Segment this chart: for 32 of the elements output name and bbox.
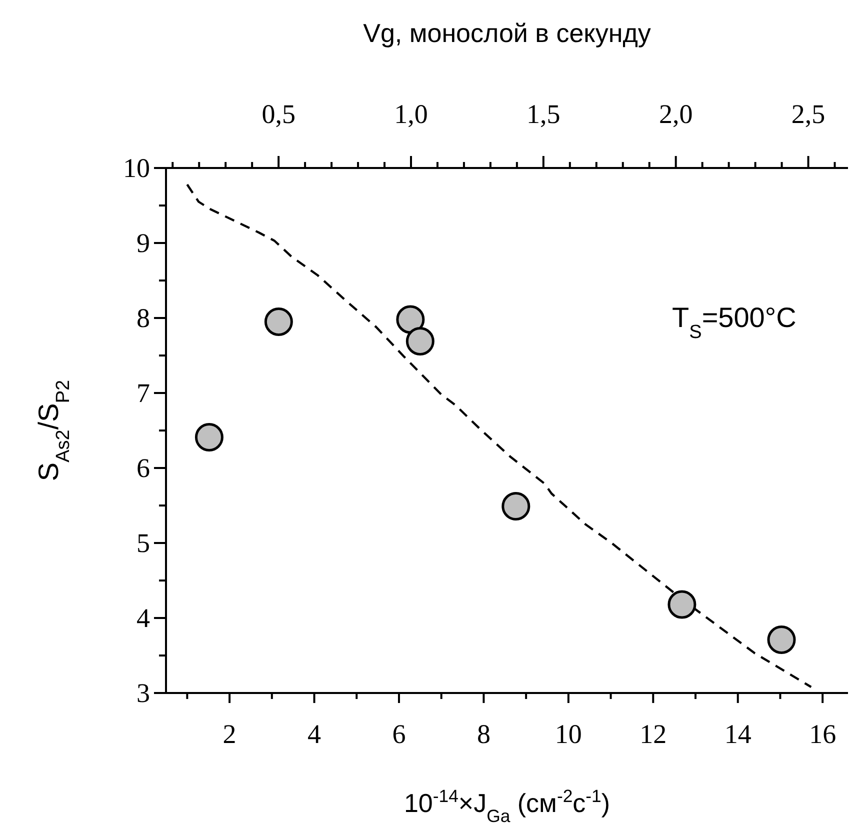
y-tick-label: 9 — [136, 228, 150, 258]
x2-tick-label: 1,0 — [394, 99, 428, 129]
x-tick-label: 2 — [222, 719, 236, 749]
y-tick-label: 7 — [136, 378, 150, 408]
x2-tick-label: 1,5 — [526, 99, 560, 129]
x-tick-label: 4 — [308, 719, 322, 749]
x-tick-label: 10 — [554, 719, 582, 749]
line-series — [186, 183, 812, 688]
x-tick-label: 8 — [476, 719, 490, 749]
x-tick-label: 16 — [809, 719, 836, 749]
x2-tick-label: 2,0 — [658, 99, 693, 129]
point — [502, 492, 530, 520]
point — [264, 308, 293, 336]
y-tick-label: 4 — [136, 603, 150, 633]
x-tick-label: 12 — [640, 719, 667, 749]
point — [396, 305, 425, 334]
x2-tick-label: 0,5 — [262, 99, 296, 129]
y-tick-label: 5 — [136, 528, 150, 558]
point — [406, 327, 434, 356]
x-tick-label: 6 — [392, 719, 406, 749]
y-tick-label: 10 — [123, 153, 150, 183]
x2-axis-title: Vg, монослой в секунду — [363, 18, 651, 48]
y-tick-label: 6 — [136, 453, 150, 483]
text: 10$^{-14}$×J$_{Ga}$ (см$^{-2}$с$^{-1}$) — [404, 786, 610, 826]
y-tick-label: 3 — [136, 678, 150, 708]
y-tick-label: 8 — [136, 303, 150, 333]
x-tick-label: 14 — [724, 719, 752, 749]
annotation: T$_{S}$=500°C — [672, 302, 796, 342]
point — [668, 590, 696, 619]
point — [767, 626, 796, 654]
x2-tick-label: 2,5 — [791, 99, 826, 129]
point — [194, 423, 224, 452]
